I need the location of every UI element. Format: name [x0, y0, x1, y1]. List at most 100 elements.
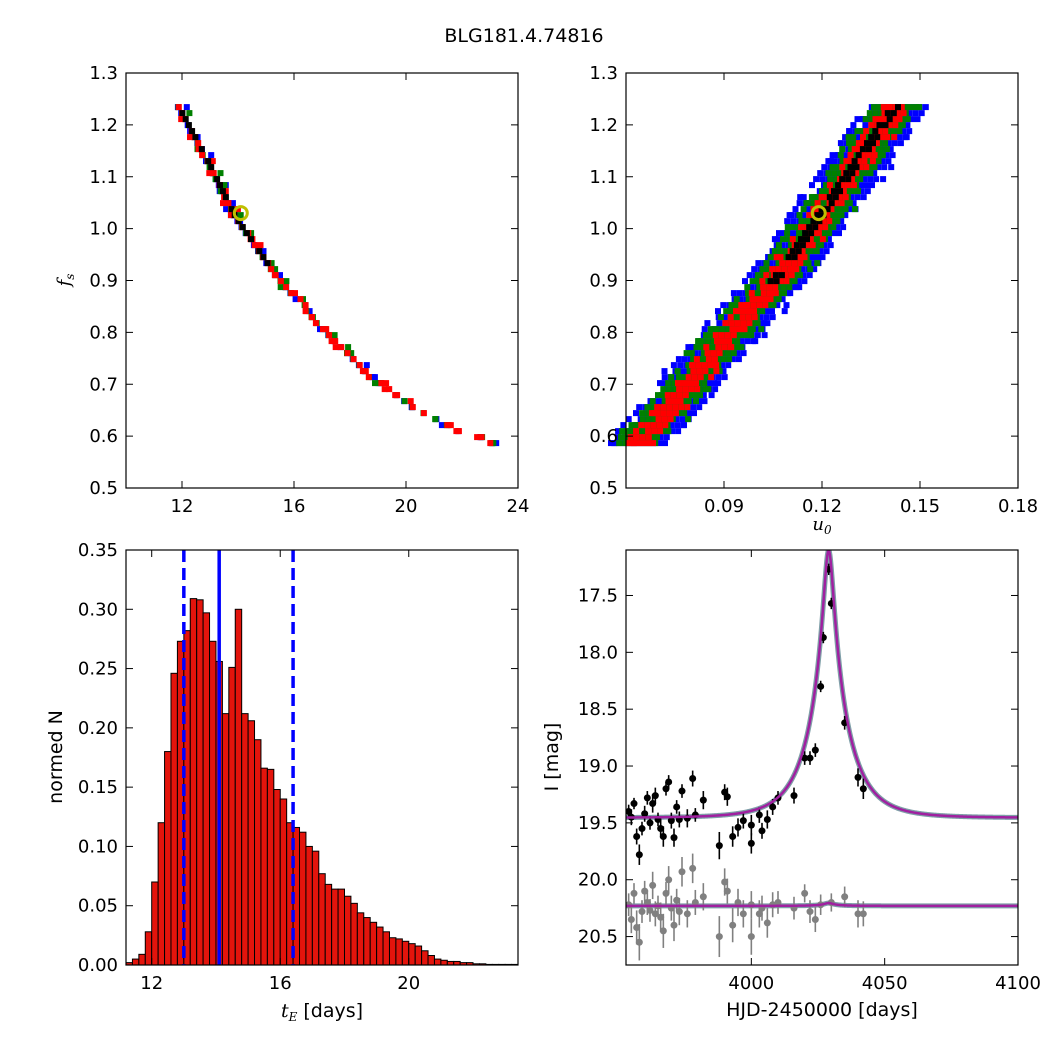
- contour-cell-sigma2: [872, 116, 879, 123]
- contour-cell-sigma4: [854, 194, 861, 201]
- contour-cell-sigma4: [829, 152, 836, 159]
- contour-cell-sigma4: [786, 212, 793, 219]
- contour-cell-sigma4: [711, 380, 717, 387]
- contour-cell-sigma4: [633, 410, 639, 417]
- data-point: [691, 898, 699, 906]
- contour-cell-sigma4: [831, 158, 838, 165]
- contour-cell-sigma1: [843, 170, 850, 177]
- contour-cell-sigma2: [733, 308, 739, 315]
- contour-cell-sigma2: [739, 326, 746, 333]
- contour-cell-sigma2: [900, 110, 907, 117]
- contour-cell-sigma3: [704, 338, 711, 345]
- contour-cell-sigma2: [878, 116, 885, 123]
- histogram-bar: [433, 958, 442, 966]
- contour-cell-sigma2: [651, 428, 658, 435]
- contour-cell-sigma2: [727, 314, 734, 321]
- contour-cell-sigma4: [730, 290, 737, 297]
- contour-cell-sigma3: [827, 176, 834, 183]
- contour-cell-sigma1: [886, 116, 893, 123]
- histogram-bar: [382, 931, 390, 966]
- contour-cell-sigma3: [754, 278, 761, 285]
- data-point: [627, 916, 635, 924]
- contour-cell-sigma3: [641, 428, 648, 435]
- x-tick-label: 16: [283, 496, 306, 517]
- contour-cell-sigma2: [705, 356, 712, 363]
- contour-cell-sigma2: [187, 134, 193, 141]
- data-point: [633, 833, 641, 841]
- contour-cell-sigma3: [766, 272, 773, 279]
- data-point: [638, 825, 646, 833]
- contour-cell-sigma4: [848, 194, 855, 201]
- x-tick-label: 12: [171, 496, 194, 517]
- contour-cell-sigma3: [849, 188, 855, 195]
- contour-cell-sigma3: [796, 230, 803, 237]
- data-point: [659, 927, 667, 935]
- contour-cell-sigma4: [783, 302, 790, 309]
- contour-cell-sigma4: [306, 308, 313, 315]
- contour-cell-sigma4: [715, 380, 722, 387]
- contour-cell-sigma3: [788, 224, 795, 231]
- contour-cell-sigma3: [634, 422, 641, 429]
- contour-cell-sigma2: [665, 398, 672, 405]
- contour-cell-sigma2: [633, 434, 640, 441]
- contour-cell-sigma3: [221, 182, 228, 189]
- data-point: [715, 933, 723, 941]
- data-point: [635, 851, 643, 859]
- contour-cell-sigma3: [871, 164, 878, 171]
- y-tick-label: 0.35: [78, 540, 118, 561]
- histogram-bar: [356, 912, 365, 966]
- contour-cell-sigma2: [661, 416, 668, 423]
- data-series: [626, 563, 867, 865]
- contour-cell-sigma3: [882, 140, 889, 147]
- contour-cell-sigma3: [820, 230, 827, 237]
- contour-cell-sigma3: [217, 170, 224, 177]
- contour-cell-sigma3: [855, 188, 861, 195]
- contour-cell-sigma3: [868, 116, 875, 123]
- contour-cell-sigma2: [650, 422, 657, 429]
- contour-cell-sigma4: [769, 314, 776, 321]
- contour-cell-sigma2: [715, 344, 722, 351]
- contour-cell-sigma3: [913, 104, 919, 111]
- contour-cell-sigma4: [712, 386, 719, 393]
- x-tick-label: 0.12: [802, 496, 842, 517]
- contour-cell-sigma2: [693, 380, 699, 387]
- contour-cell-sigma1: [219, 188, 226, 195]
- contour-cell-sigma2: [684, 404, 691, 411]
- contour-cell-sigma4: [813, 176, 820, 183]
- contour-cell-sigma3: [720, 356, 727, 363]
- contour-cell-sigma1: [802, 230, 809, 237]
- contour-cell-sigma3: [724, 350, 731, 357]
- contour-cell-sigma4: [678, 368, 685, 375]
- contour-cell-sigma3: [871, 104, 877, 111]
- contour-cell-sigma2: [271, 272, 278, 279]
- contour-cell-sigma4: [813, 254, 820, 261]
- contour-cell-sigma2: [853, 170, 860, 177]
- contour-cell-sigma1: [239, 224, 246, 231]
- contour-cell-sigma3: [624, 434, 630, 441]
- contour-cell-sigma1: [804, 236, 810, 243]
- contour-cell-sigma3: [401, 398, 408, 405]
- contour-cell-sigma4: [807, 254, 814, 261]
- contour-cell-sigma1: [851, 158, 858, 165]
- y-tick-label: 0.5: [89, 478, 118, 499]
- contour-cell-sigma2: [655, 416, 662, 423]
- contour-cell-sigma3: [775, 242, 782, 249]
- contour-cell-sigma2: [746, 320, 753, 327]
- contour-cell-sigma1: [260, 254, 267, 261]
- data-point: [859, 785, 867, 793]
- panel-tE-histogram: 12 16 20 0.00 0.05 0.10 0.15 0.20 0.25 0.30 0.35 tE…: [45, 540, 519, 1024]
- contour-cell-sigma2: [312, 320, 319, 327]
- contour-cell-sigma4: [841, 152, 848, 159]
- contour-cell-sigma4: [371, 374, 378, 381]
- contour-cell-sigma2: [714, 338, 720, 345]
- contour-cell-sigma4: [823, 248, 830, 255]
- contour-cell-sigma4: [887, 146, 894, 153]
- contour-cell-sigma2: [297, 296, 304, 303]
- contour-cell-sigma2: [710, 350, 717, 357]
- y-tick-label: 0.00: [78, 955, 118, 976]
- contour-cell-sigma2: [657, 428, 664, 435]
- contour-cell-sigma3: [800, 206, 807, 213]
- data-point: [662, 785, 670, 793]
- contour-cell-sigma2: [763, 272, 770, 279]
- contour-cell-sigma2: [645, 428, 652, 435]
